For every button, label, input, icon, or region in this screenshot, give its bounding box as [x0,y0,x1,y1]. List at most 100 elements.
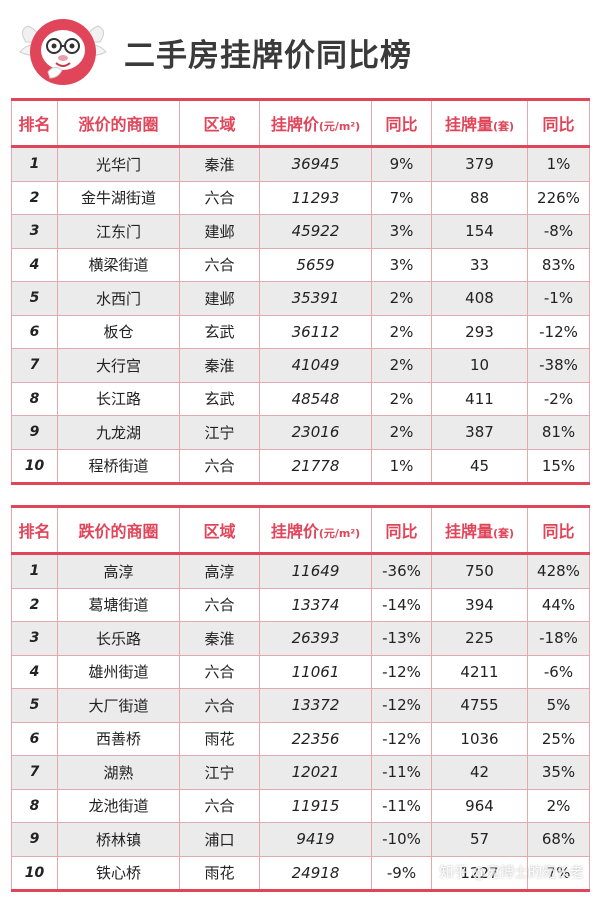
table-row: 10 铁心桥 雨花 24918 -9% 1227 7% [11,855,590,892]
header-listings-unit: (套) [492,527,515,540]
table-row: 1 高淳 高淳 11649 -36% 750 428% [11,553,590,589]
table-row: 2 葛塘街道 六合 13374 -14% 394 44% [11,587,590,622]
cell-listings-yoy: 15% [527,448,590,485]
cell-price: 9419 [259,822,372,857]
fall-ranking-table: 排名 跌价的商圈 区域 挂牌价(元/m²) 同比 挂牌量(套) 同比 1 高淳 高淳… [11,505,590,892]
cell-yoy: 2% [371,415,432,450]
cell-listings: 33 [431,247,528,282]
cell-listings-yoy: 81% [527,415,590,450]
cell-yoy: -11% [371,788,432,823]
cell-area: 水西门 [57,281,180,316]
header-price: 挂牌价(元/m²) [259,98,372,148]
cell-listings-yoy: -2% [527,381,590,416]
header-price-unit: (元/m²) [318,120,361,133]
cell-rank: 1 [11,146,58,182]
cell-district: 秦淮 [179,348,260,383]
cell-rank: 6 [11,314,58,349]
header-listings-yoy: 同比 [527,505,590,555]
cell-listings: 45 [431,448,528,485]
header-price-unit: (元/m²) [318,527,361,540]
cell-listings: 411 [431,381,528,416]
cell-listings-yoy: 226% [527,180,590,215]
cell-price: 5659 [259,247,372,282]
header-price: 挂牌价(元/m²) [259,505,372,555]
cell-price: 36945 [259,146,372,182]
cell-yoy: 9% [371,146,432,182]
cell-listings-yoy: -1% [527,281,590,316]
cell-area: 葛塘街道 [57,587,180,622]
cell-listings: 154 [431,214,528,249]
cell-area: 湖熟 [57,755,180,790]
cell-listings-yoy: -18% [527,621,590,656]
cell-listings-yoy: 35% [527,755,590,790]
cell-area: 铁心桥 [57,855,180,892]
cell-area: 长乐路 [57,621,180,656]
table-row: 6 板仓 玄武 36112 2% 293 -12% [11,314,590,349]
cell-district: 玄武 [179,381,260,416]
cell-price: 11915 [259,788,372,823]
cell-listings-yoy: 44% [527,587,590,622]
table-row: 2 金牛湖街道 六合 11293 7% 88 226% [11,180,590,215]
cell-price: 12021 [259,755,372,790]
header-price-label: 挂牌价 [270,522,319,541]
header-district: 区域 [179,98,260,148]
table-row: 10 程桥街道 六合 21778 1% 45 15% [11,448,590,485]
cell-listings-yoy: 25% [527,721,590,756]
cell-listings: 1036 [431,721,528,756]
cell-price: 11649 [259,553,372,589]
cell-area: 长江路 [57,381,180,416]
header: 二手房挂牌价同比榜 [0,0,600,95]
cell-listings-yoy: 68% [527,822,590,857]
cell-listings: 394 [431,587,528,622]
table-row: 7 湖熟 江宁 12021 -11% 42 35% [11,755,590,790]
cell-rank: 8 [11,788,58,823]
cell-area: 大行宫 [57,348,180,383]
cell-rank: 9 [11,415,58,450]
cell-price: 21778 [259,448,372,485]
cell-yoy: 2% [371,348,432,383]
cell-listings: 408 [431,281,528,316]
cell-area: 板仓 [57,314,180,349]
cell-rank: 3 [11,621,58,656]
header-listings-unit: (套) [492,120,515,133]
cell-price: 13372 [259,688,372,723]
cell-listings-yoy: 5% [527,688,590,723]
cell-listings: 10 [431,348,528,383]
cell-yoy: -13% [371,621,432,656]
cell-district: 玄武 [179,314,260,349]
cell-district: 六合 [179,448,260,485]
cell-area: 高淳 [57,553,180,589]
cell-area: 程桥街道 [57,448,180,485]
cell-price: 48548 [259,381,372,416]
cell-area: 雄州街道 [57,654,180,689]
cell-listings: 225 [431,621,528,656]
cell-listings-yoy: 428% [527,553,590,589]
cell-rank: 2 [11,180,58,215]
cell-rank: 6 [11,721,58,756]
table-row: 9 九龙湖 江宁 23016 2% 387 81% [11,415,590,450]
cell-area: 龙池街道 [57,788,180,823]
table-header-row: 排名 涨价的商圈 区域 挂牌价(元/m²) 同比 挂牌量(套) 同比 [11,98,590,148]
cell-rank: 3 [11,214,58,249]
header-district: 区域 [179,505,260,555]
cell-district: 秦淮 [179,146,260,182]
cell-listings-yoy: -8% [527,214,590,249]
cell-listings: 4211 [431,654,528,689]
cell-district: 六合 [179,688,260,723]
cell-district: 江宁 [179,755,260,790]
cell-listings: 293 [431,314,528,349]
cell-district: 建邺 [179,281,260,316]
cell-rank: 9 [11,822,58,857]
cell-district: 江宁 [179,415,260,450]
cell-listings: 4755 [431,688,528,723]
cell-rank: 10 [11,855,58,892]
cell-yoy: -14% [371,587,432,622]
header-area: 涨价的商圈 [57,98,180,148]
table-row: 6 西善桥 雨花 22356 -12% 1036 25% [11,721,590,756]
cell-price: 35391 [259,281,372,316]
cell-listings: 379 [431,146,528,182]
cell-yoy: 3% [371,214,432,249]
cell-price: 24918 [259,855,372,892]
cell-listings: 1227 [431,855,528,892]
cell-district: 六合 [179,247,260,282]
